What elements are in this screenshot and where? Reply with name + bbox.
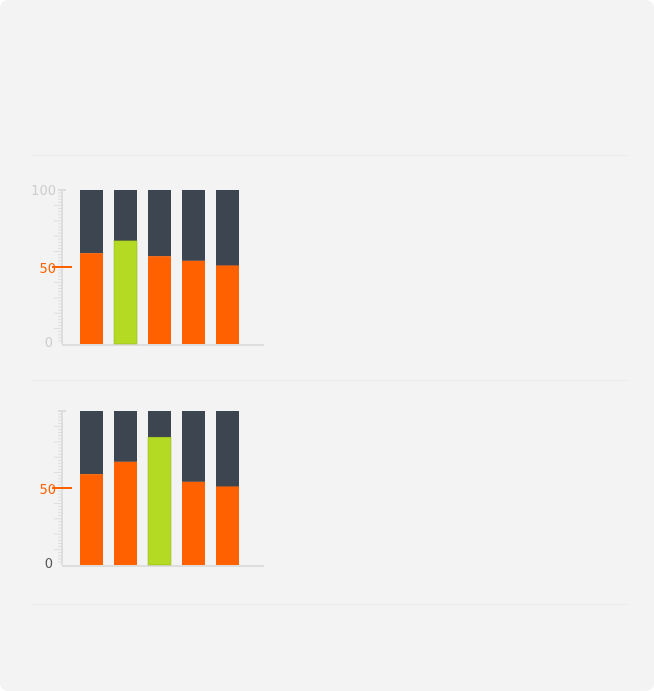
y-tick-label-0: 0 <box>45 557 53 572</box>
bar-value-highlight <box>147 436 172 566</box>
bar-remainder <box>148 411 171 438</box>
bar-remainder <box>216 411 239 487</box>
bar-remainder <box>182 190 205 261</box>
bar-value <box>80 253 103 344</box>
divider-bottom <box>31 604 627 605</box>
divider-middle <box>31 380 627 381</box>
bar-remainder <box>80 190 103 254</box>
bar-value <box>216 486 239 565</box>
stacked-bar-chart-1: 100 50 0 <box>31 184 264 351</box>
bar-remainder <box>148 190 171 257</box>
bar-remainder <box>114 411 137 462</box>
divider-top <box>31 155 627 156</box>
y-tick-label-50: 50 <box>39 483 56 498</box>
stacked-bar-chart-2: 50 0 <box>39 410 264 572</box>
bar-value <box>216 265 239 344</box>
bar-value <box>182 481 205 565</box>
y-tick-label-0: 0 <box>45 336 53 351</box>
bar-value <box>182 260 205 344</box>
bar-remainder <box>182 411 205 482</box>
y-tick-label-100: 100 <box>31 184 56 199</box>
bar-value <box>80 474 103 565</box>
bar-value <box>148 256 171 344</box>
bar-value <box>114 461 137 565</box>
bar-remainder <box>216 190 239 266</box>
bar-remainder <box>80 411 103 475</box>
bar-remainder <box>114 190 137 241</box>
y-tick-label-50: 50 <box>39 262 56 277</box>
bar-value-highlight <box>113 240 138 345</box>
